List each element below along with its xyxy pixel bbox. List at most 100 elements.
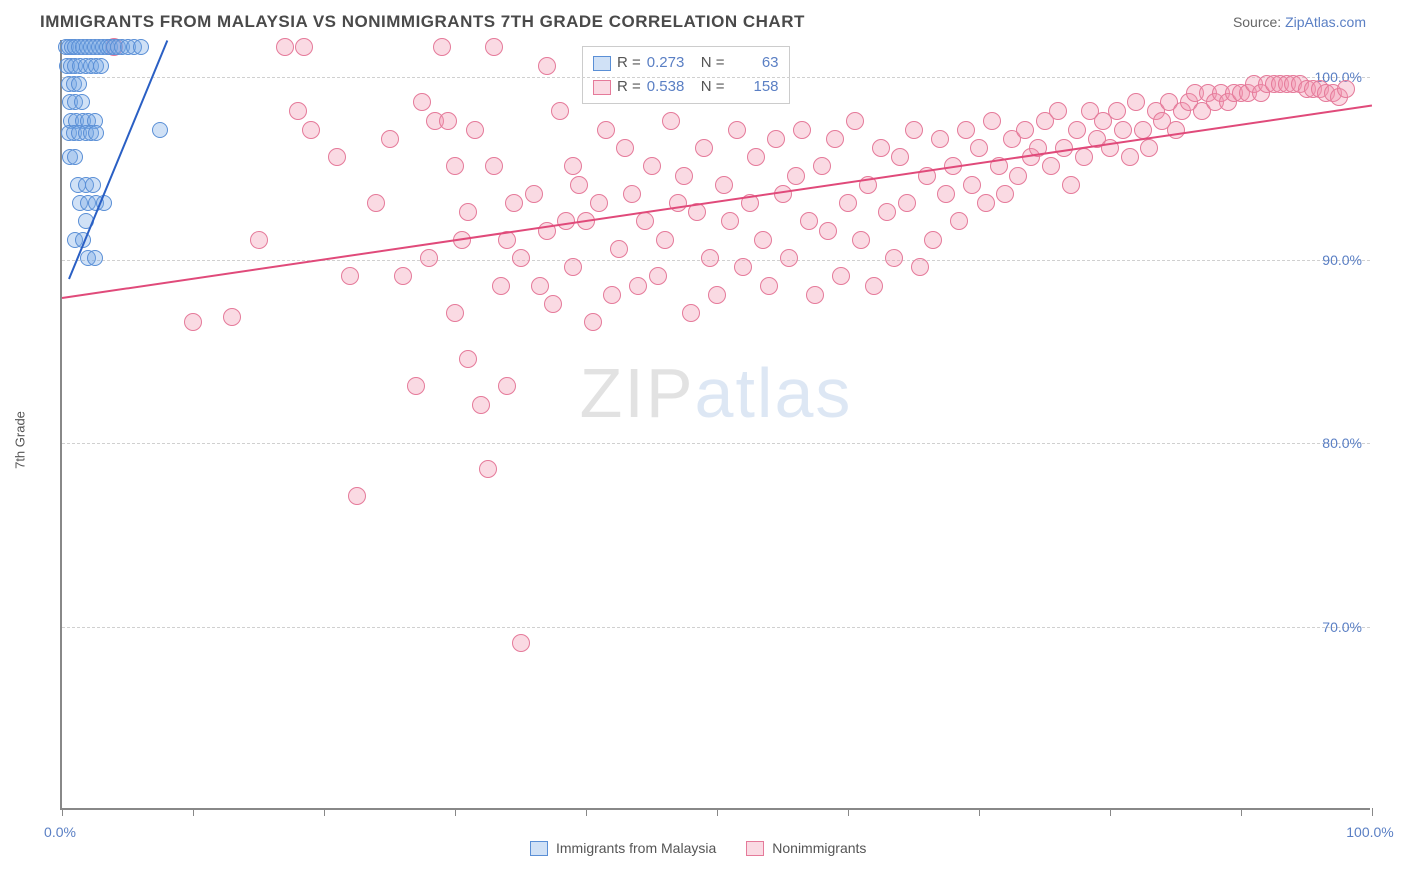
chart-source: Source: ZipAtlas.com [1233,14,1366,30]
data-point [905,121,923,139]
data-point [1134,121,1152,139]
data-point [760,277,778,295]
data-point [407,377,425,395]
legend-n-value: 63 [731,51,779,75]
x-tick [324,808,325,816]
data-point [819,222,837,240]
data-point [701,249,719,267]
plot-region: ZIPatlas R =0.273N =63R =0.538N =158 70.… [60,40,1370,810]
data-point [223,308,241,326]
data-point [649,267,667,285]
legend-swatch [530,841,548,856]
data-point [413,93,431,111]
data-point [695,139,713,157]
data-point [675,167,693,185]
data-point [977,194,995,212]
data-point [662,112,680,130]
data-point [479,460,497,478]
x-tick [586,808,587,816]
data-point [1140,139,1158,157]
data-point [996,185,1014,203]
data-point [88,125,104,141]
data-point [852,231,870,249]
chart-title: IMMIGRANTS FROM MALAYSIA VS NONIMMIGRANT… [40,12,805,32]
data-point [466,121,484,139]
data-point [250,231,268,249]
gridline [62,443,1370,444]
data-point [446,157,464,175]
data-point [133,39,149,55]
data-point [87,250,103,266]
data-point [564,157,582,175]
data-point [1121,148,1139,166]
series-legend: Immigrants from MalaysiaNonimmigrants [530,840,866,856]
x-tick [1372,808,1373,816]
data-point [590,194,608,212]
data-point [459,350,477,368]
data-point [957,121,975,139]
data-point [1114,121,1132,139]
data-point [597,121,615,139]
data-point [289,102,307,120]
data-point [570,176,588,194]
source-link[interactable]: ZipAtlas.com [1285,14,1366,30]
data-point [780,249,798,267]
data-point [531,277,549,295]
data-point [885,249,903,267]
data-point [381,130,399,148]
data-point [937,185,955,203]
watermark: ZIPatlas [580,353,853,433]
data-point [636,212,654,230]
legend-r-value: 0.538 [647,75,695,99]
data-point [793,121,811,139]
data-point [891,148,909,166]
data-point [93,58,109,74]
data-point [341,267,359,285]
data-point [485,157,503,175]
x-tick [717,808,718,816]
data-point [924,231,942,249]
x-tick-label: 0.0% [44,824,76,840]
data-point [295,38,313,56]
data-point [1049,102,1067,120]
data-point [839,194,857,212]
x-tick [979,808,980,816]
data-point [708,286,726,304]
legend-r-value: 0.273 [647,51,695,75]
legend-swatch [593,80,611,95]
data-point [420,249,438,267]
data-point [367,194,385,212]
data-point [544,295,562,313]
gridline [62,77,1370,78]
legend-n-value: 158 [731,75,779,99]
x-tick [1110,808,1111,816]
data-point [832,267,850,285]
correlation-legend: R =0.273N =63R =0.538N =158 [582,46,790,104]
data-point [564,258,582,276]
data-point [446,304,464,322]
chart-area: 7th Grade ZIPatlas R =0.273N =63R =0.538… [40,40,1390,840]
x-tick [1241,808,1242,816]
data-point [551,102,569,120]
legend-r-label: R = [617,51,641,75]
data-point [787,167,805,185]
data-point [767,130,785,148]
data-point [806,286,824,304]
legend-row: R =0.538N =158 [593,75,779,99]
data-point [459,203,477,221]
data-point [85,177,101,193]
data-point [472,396,490,414]
data-point [950,212,968,230]
data-point [1108,102,1126,120]
data-point [1062,176,1080,194]
data-point [525,185,543,203]
data-point [813,157,831,175]
data-point [931,130,949,148]
data-point [74,94,90,110]
gridline [62,627,1370,628]
data-point [498,377,516,395]
data-point [911,258,929,276]
data-point [433,38,451,56]
data-point [1068,121,1086,139]
legend-swatch [593,56,611,71]
